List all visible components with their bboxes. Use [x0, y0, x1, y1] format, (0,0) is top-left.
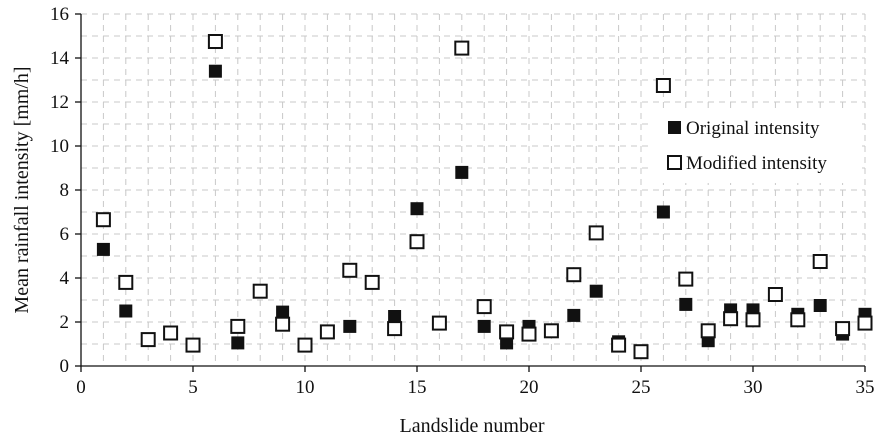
legend-marker-original [668, 121, 681, 134]
data-point-modified [566, 267, 582, 283]
data-point-modified [476, 299, 492, 315]
legend: Original intensity Modified intensity [648, 109, 860, 183]
data-point-modified [521, 326, 537, 342]
x-tick-label: 25 [632, 377, 651, 398]
data-point-original [410, 202, 424, 216]
data-point-modified [745, 312, 761, 328]
y-tick-label: 12 [50, 92, 69, 113]
data-point-original [388, 310, 402, 323]
x-tick-label: 30 [744, 377, 763, 398]
data-point-modified [723, 311, 739, 327]
x-tick-label: 20 [520, 377, 539, 398]
data-point-original [208, 64, 222, 78]
data-point-modified [118, 274, 134, 290]
data-point-original [119, 304, 133, 318]
x-tick-label: 15 [408, 377, 427, 398]
y-tick-label: 16 [50, 4, 69, 25]
y-tick-label: 4 [60, 268, 70, 289]
data-point-modified [342, 262, 358, 278]
data-point-modified [409, 234, 425, 250]
data-point-original [231, 336, 245, 350]
y-tick-label: 14 [50, 48, 70, 69]
data-point-modified [611, 337, 627, 353]
data-point-modified [499, 324, 515, 340]
y-tick-label: 10 [50, 136, 69, 157]
data-point-original [589, 284, 603, 298]
x-tick-label: 0 [76, 377, 86, 398]
y-axis-title: Mean rainfall intensity [mm/h] [11, 66, 33, 313]
data-series [95, 34, 873, 360]
data-point-modified [835, 321, 851, 337]
series-original [96, 64, 872, 350]
data-point-modified [185, 337, 201, 353]
x-axis-title: Landslide number [400, 415, 545, 437]
data-point-modified [275, 316, 291, 332]
x-tick-label: 10 [296, 377, 315, 398]
y-tick-label: 2 [60, 312, 70, 333]
data-point-modified [387, 321, 403, 337]
data-point-original [477, 319, 491, 333]
data-point-original [813, 299, 827, 312]
legend-label-original: Original intensity [686, 118, 820, 139]
axes [75, 13, 866, 372]
data-point-original [679, 297, 693, 311]
series-modified [95, 34, 873, 360]
data-point-modified [252, 283, 268, 299]
data-point-modified [95, 212, 111, 228]
legend-marker-modified [667, 155, 682, 170]
tick-labels: 0 5 10 15 20 25 30 35 0 2 4 6 8 10 12 14 16 [50, 4, 875, 398]
data-point-original [276, 305, 290, 319]
y-tick-label: 8 [60, 180, 70, 201]
data-point-modified [140, 332, 156, 348]
data-point-modified [364, 274, 380, 290]
data-point-original [500, 336, 514, 350]
data-point-modified [700, 323, 716, 339]
data-point-modified [633, 344, 649, 360]
data-point-original [656, 205, 670, 219]
data-point-modified [812, 254, 828, 269]
data-point-modified [319, 324, 335, 340]
data-point-original [455, 165, 469, 179]
data-point-modified [790, 312, 806, 328]
data-point-modified [163, 325, 179, 341]
y-tick-label: 0 [60, 356, 70, 377]
data-point-original [96, 242, 110, 256]
data-point-modified [543, 323, 559, 339]
data-point-modified [678, 271, 694, 287]
data-point-modified [230, 318, 246, 334]
legend-box [648, 109, 860, 183]
data-point-modified [857, 315, 873, 331]
data-point-modified [767, 287, 783, 302]
data-point-modified [207, 34, 223, 49]
x-tick-label: 35 [856, 377, 875, 398]
data-point-modified [454, 40, 470, 56]
data-point-original [343, 319, 357, 333]
data-point-modified [297, 337, 313, 353]
legend-label-modified: Modified intensity [686, 153, 827, 174]
data-point-modified [431, 315, 447, 331]
data-point-modified [655, 78, 671, 93]
data-point-modified [588, 225, 604, 241]
y-tick-label: 6 [60, 224, 70, 245]
x-tick-label: 5 [188, 377, 198, 398]
data-point-original [567, 308, 581, 322]
